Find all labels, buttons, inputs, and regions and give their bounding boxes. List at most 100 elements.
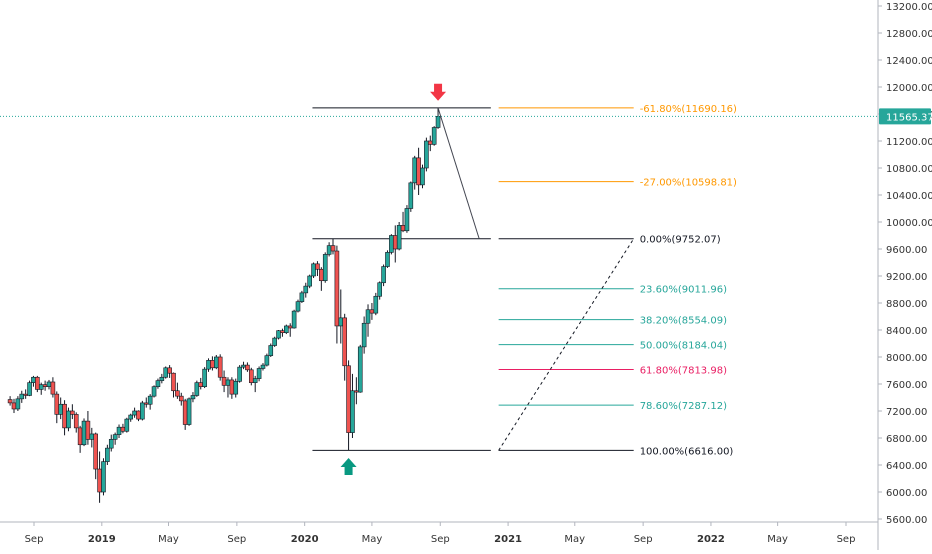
candle [330,238,336,255]
candle [175,382,180,399]
candle-body [42,384,48,387]
time-tick-label: 2019 [88,534,116,545]
candle-body [210,360,215,369]
candle-body [171,372,176,392]
candle [23,389,28,399]
candle-body [38,384,44,390]
fib-level-label: 50.00%(8184.04) [640,341,727,352]
candle [400,211,406,233]
candle [346,360,351,451]
projection-line [437,107,480,239]
candle-body [354,390,359,393]
price-tick-label: 12000.00 [886,83,932,94]
candle [225,377,231,398]
candle-body [330,245,336,252]
candle [326,242,332,257]
candle-body [276,330,281,339]
candle [287,323,293,337]
candle-body [108,439,114,449]
candle-body [427,140,433,145]
candle [151,385,157,398]
candle-body [35,376,40,390]
candle-body [260,364,266,369]
candle [264,353,270,367]
candle [361,316,367,354]
candle-body [249,369,254,383]
candle-body [400,225,406,232]
candle [252,375,258,393]
candle-body [147,395,153,405]
price-tick-label: 13200.00 [886,2,932,13]
candle [319,267,324,291]
candle-body [15,398,21,410]
candle-body [112,434,118,440]
candle [54,391,60,424]
candle [132,407,137,418]
candle-body [163,367,169,378]
candle [120,423,126,434]
candle [350,373,355,438]
candle [112,432,118,445]
candle [354,377,359,405]
candle [202,367,207,389]
candle [7,396,13,406]
candle [128,413,134,422]
candle [143,397,149,408]
candle [307,274,312,289]
candle [136,410,141,422]
candle-body [136,410,141,420]
price-tick-label: 11200.00 [886,137,932,148]
candle [268,343,274,357]
candle-body [361,322,367,348]
candle-body [178,395,184,402]
drawings[interactable] [0,83,878,475]
candle [140,400,145,421]
candle-body [322,254,328,282]
candle-body [77,427,83,446]
candle-body [175,390,180,397]
candle [186,397,192,426]
candle-body [280,330,285,333]
candle-body [97,468,102,493]
time-tick-label: May [767,534,788,545]
candle [11,398,17,414]
candle [303,282,309,298]
candle [377,281,382,300]
arrow-down-icon [430,83,447,101]
candle-body [381,266,386,284]
candle-body [264,355,270,366]
candle-body [241,364,246,368]
candle [167,365,172,378]
candle [124,417,130,433]
candle-body [303,285,309,294]
candle [31,375,36,387]
candle [178,392,184,406]
candle [299,290,305,303]
candle-body [101,461,106,493]
candle [233,378,239,398]
candle-body [225,379,231,386]
candle-body [155,380,161,387]
candle-body [27,382,32,396]
price-tick-label: 9600.00 [886,245,927,256]
fib-level-label: 78.60%(7287.12) [640,401,727,412]
time-axis[interactable]: Sep 2019 May Sep 2020 May Sep 2021 May Sep 2022 May… [0,521,878,545]
candle-body [237,366,242,382]
candle [19,390,25,403]
candle [42,380,48,391]
candle [315,261,320,276]
candle [369,303,375,320]
fib-retracement[interactable]: -61.80%(11690.16) -27.00%(10598.81) 0.00%(… [498,104,737,458]
candle-body [93,433,98,470]
horizontal-rays [312,107,491,451]
candle [280,328,285,337]
price-tick-label: 10800.00 [886,164,932,175]
candle [171,372,176,398]
candle [420,164,425,189]
price-axis[interactable]: 13200.0012800.0012400.0012000.0011600.00… [877,0,932,550]
candle-body [389,235,394,253]
candle-body [404,208,410,232]
candle-body [416,157,421,186]
